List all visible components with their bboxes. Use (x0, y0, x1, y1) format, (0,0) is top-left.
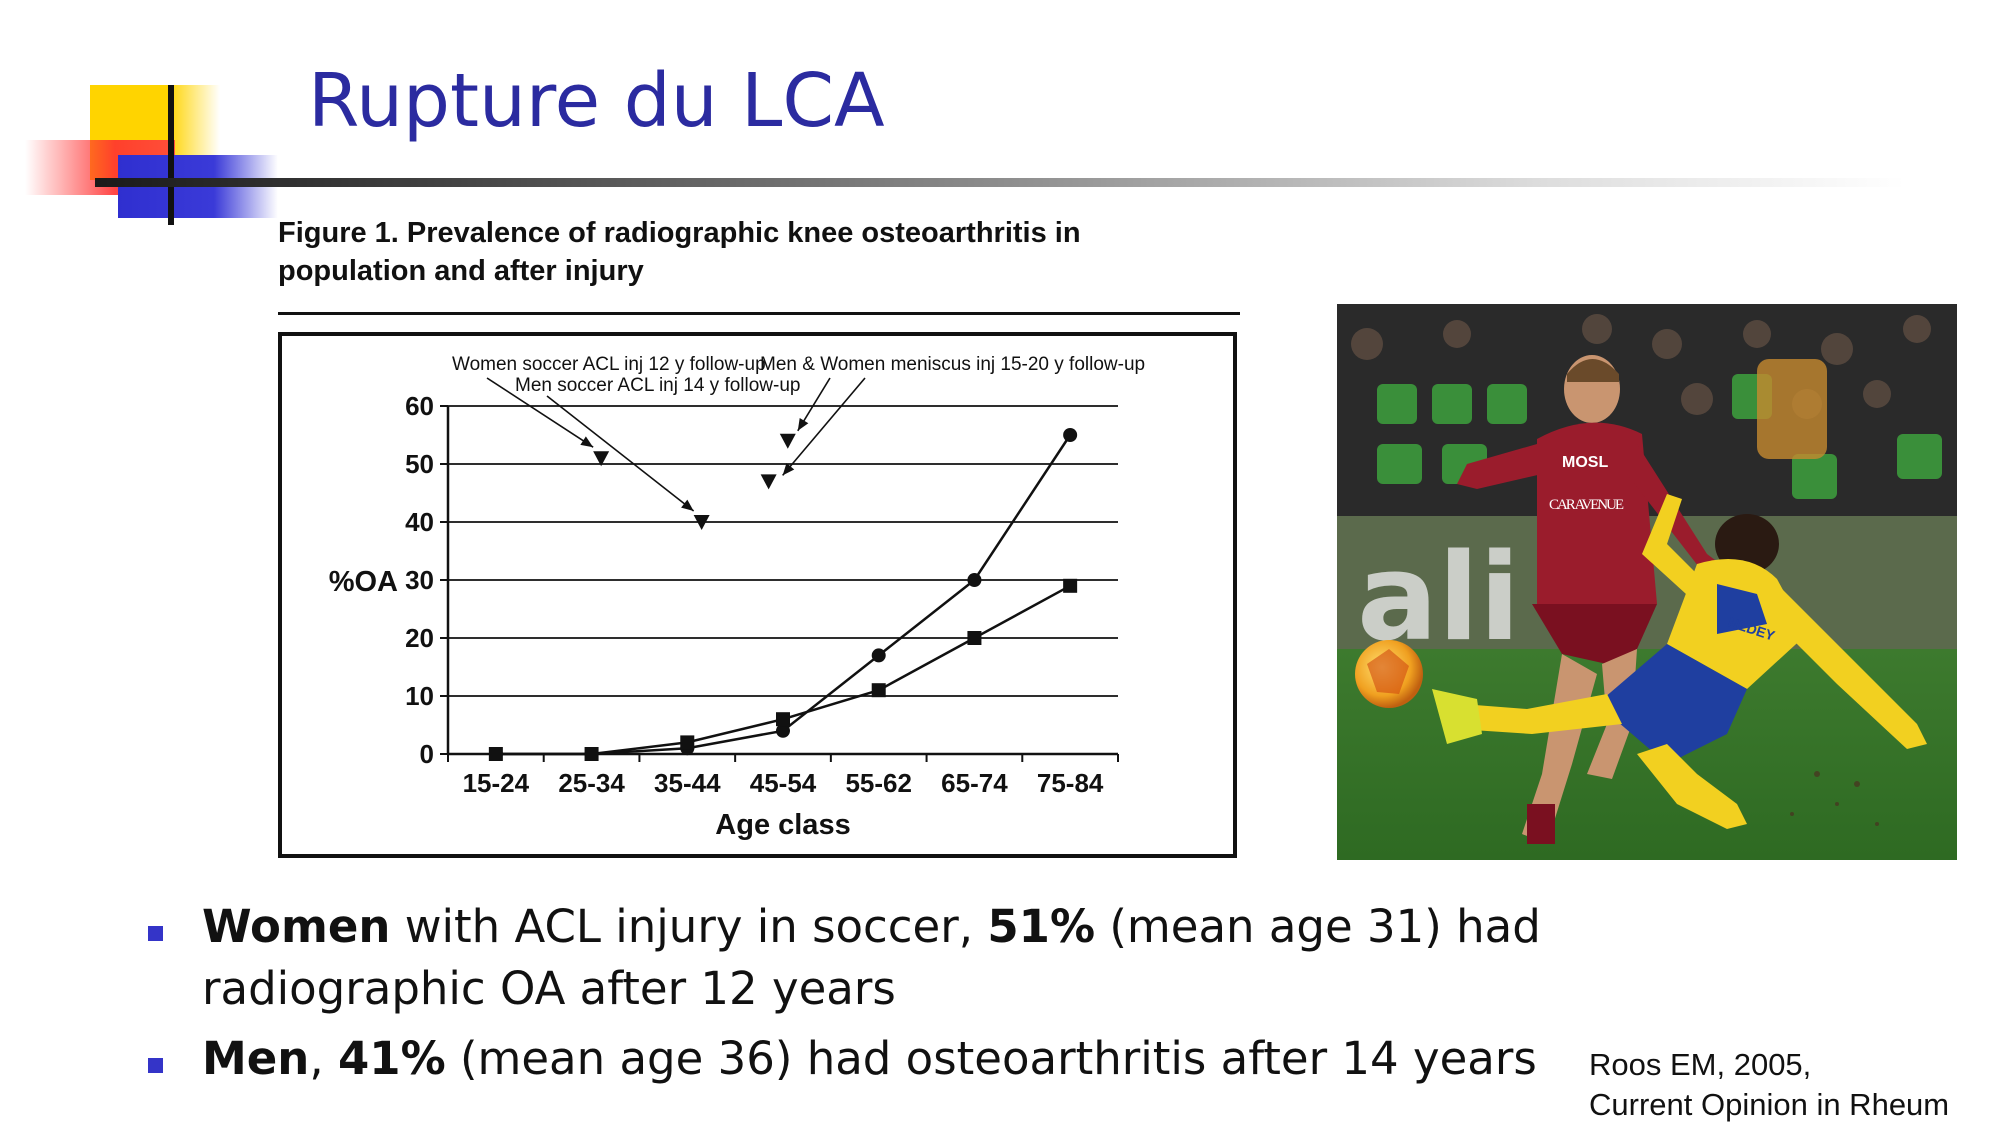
logo-vertical-line (168, 85, 174, 225)
annotation-arrowhead (681, 499, 694, 511)
slide-logo (0, 0, 300, 240)
yellow-player: NEDEY (1432, 494, 1927, 829)
data-point-triangle (693, 515, 710, 530)
x-tick-label: 65-74 (941, 768, 1008, 798)
annotation-label: Women soccer ACL inj 12 y follow-up (452, 354, 766, 375)
bullet-women-text-a: with ACL injury in soccer, (390, 900, 988, 953)
chart-frame: 0 10 20 30 40 50 60 15-24 25-34 35-44 45-54 55-62 65… (278, 332, 1237, 858)
bullet-women-text-b: (mean age 31) had radiographic OA after … (202, 900, 1541, 1015)
y-tick-label: 40 (405, 507, 434, 537)
series-line (495, 434, 1072, 756)
data-point-circle (776, 723, 790, 738)
figure-caption-line-1: Figure 1. Prevalence of radiographic kne… (278, 217, 1081, 249)
bullet-women-percent: 51% (987, 900, 1096, 953)
bullet-men-text-b: (mean age 36) had osteoarthritis after 1… (445, 1032, 1537, 1085)
y-tick-label: 50 (405, 449, 434, 479)
figure-rule (278, 312, 1240, 315)
data-point-circle (1063, 428, 1078, 442)
soccer-photo: ali MOSL CAR AVENUE (1337, 304, 1957, 860)
y-tick-label: 0 (420, 739, 434, 769)
figure-caption: Figure 1. Prevalence of radiographic kne… (278, 214, 1238, 290)
y-tick-label: 10 (405, 681, 434, 711)
data-point-square (680, 735, 695, 750)
data-point-square (871, 683, 886, 698)
annotation-label: Men soccer ACL inj 14 y follow-up (515, 375, 800, 396)
annotation-arrowhead (580, 436, 594, 448)
y-tick-label: 60 (405, 391, 434, 421)
data-point-circle (871, 648, 886, 663)
osteoarthritis-chart: 0 10 20 30 40 50 60 15-24 25-34 35-44 45-54 55-62 65… (329, 354, 1145, 841)
annotation-arrow (546, 395, 695, 512)
bullet-square-icon (148, 926, 163, 941)
data-point-triangle (593, 451, 610, 467)
soccer-tackle-image: ali MOSL CAR AVENUE (1337, 304, 1957, 860)
citation-line-1: Roos EM, 2005, (1589, 1047, 1812, 1082)
data-point-square (584, 747, 599, 761)
annotation-label: Men & Women meniscus inj 15-20 y follow-… (760, 354, 1145, 375)
bullet-men-percent: 41% (337, 1032, 446, 1085)
data-point-square (776, 712, 790, 727)
annotation-arrowhead (782, 462, 795, 476)
bullet-women-subject: Women (202, 900, 391, 953)
bullet-men-text-a: , (309, 1032, 338, 1085)
annotation-arrow (486, 377, 594, 448)
data-point-square (967, 631, 982, 645)
citation: Roos EM, 2005, Current Opinion in Rheum (1589, 1045, 1949, 1125)
x-tick-label: 45-54 (750, 768, 817, 798)
data-point-square (488, 747, 503, 761)
data-point-square (1063, 578, 1078, 593)
data-point-triangle (779, 433, 796, 449)
x-tick-label: 75-84 (1037, 768, 1104, 798)
data-point-circle (967, 573, 982, 587)
jersey-sponsor-2: CAR AVENUE (1549, 497, 1624, 513)
y-tick-label: 30 (405, 565, 434, 595)
x-tick-label: 35-44 (654, 768, 721, 798)
x-tick-label: 15-24 (463, 768, 530, 798)
y-axis-label: %OA (329, 566, 398, 598)
bullet-list: Women with ACL injury in soccer, 51% (me… (145, 896, 1565, 1098)
slide-title: Rupture du LCA (308, 58, 885, 144)
figure-caption-line-2: population and after injury (278, 255, 644, 287)
bullet-men: Men, 41% (mean age 36) had osteoarthriti… (145, 1028, 1565, 1090)
title-underline (95, 178, 1905, 187)
annotation-arrowhead (797, 417, 809, 431)
y-tick-label: 20 (405, 623, 434, 653)
x-tick-label: 55-62 (845, 768, 912, 798)
bullet-women: Women with ACL injury in soccer, 51% (me… (145, 896, 1565, 1020)
jersey-sponsor-1: MOSL (1562, 454, 1608, 471)
bullet-men-subject: Men (202, 1032, 310, 1085)
citation-line-2: Current Opinion in Rheum (1589, 1087, 1950, 1122)
annotation-arrow (782, 377, 866, 476)
x-tick-label: 25-34 (558, 768, 625, 798)
bullet-square-icon (148, 1058, 163, 1073)
data-point-triangle (760, 474, 777, 490)
x-axis-label: Age class (715, 809, 850, 841)
